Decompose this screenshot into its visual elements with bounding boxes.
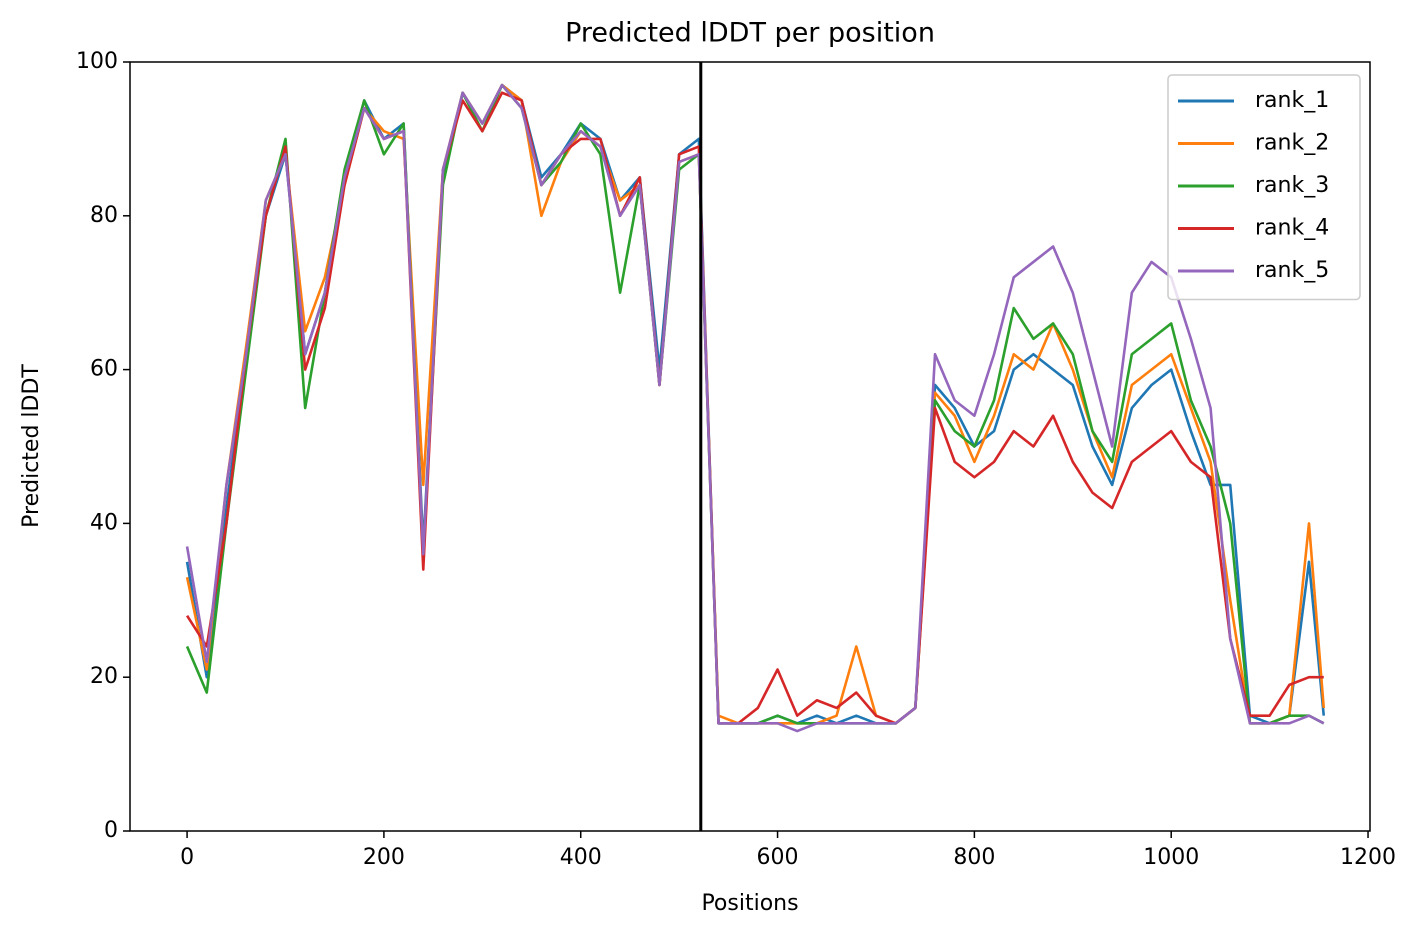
x-tick-label: 800: [953, 845, 995, 870]
y-tick-label: 60: [90, 357, 118, 382]
legend-label: rank_2: [1255, 131, 1329, 156]
y-tick-label: 0: [104, 818, 118, 843]
x-tick-label: 400: [560, 845, 602, 870]
line-series: [185, 83, 1326, 725]
line-series: [185, 83, 1326, 725]
line-series: [185, 91, 1324, 725]
y-tick-label: 100: [76, 49, 118, 74]
line-series: [185, 83, 1325, 733]
y-tick-label: 20: [90, 664, 118, 689]
plot-frame: [129, 61, 1371, 832]
legend-label: rank_3: [1255, 173, 1329, 198]
chart-title: Predicted lDDT per position: [565, 18, 935, 49]
x-tick-label: 1200: [1340, 845, 1396, 870]
x-axis-label: Positions: [701, 891, 798, 916]
y-tick-label: 40: [90, 510, 118, 535]
x-tick-label: 0: [180, 845, 194, 870]
legend-label: rank_1: [1255, 88, 1329, 113]
y-axis-label: Predicted lDDT: [19, 364, 44, 528]
line-series: [185, 83, 1325, 725]
legend-label: rank_4: [1255, 216, 1329, 241]
y-tick-label: 80: [90, 203, 118, 228]
legend-label: rank_5: [1255, 258, 1329, 283]
x-tick-label: 600: [757, 845, 799, 870]
x-tick-label: 1000: [1143, 845, 1199, 870]
x-tick-label: 200: [363, 845, 405, 870]
legend-box: [1167, 74, 1361, 301]
